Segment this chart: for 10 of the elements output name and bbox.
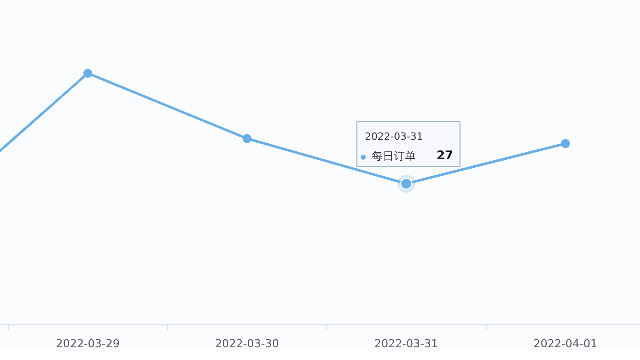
point (242, 134, 252, 144)
annotation: 2022-03-31 (365, 132, 424, 143)
x-tick-label: 2022-03-31 (374, 338, 438, 350)
x-tick-label: 2022-04-01 (534, 338, 598, 350)
point (84, 69, 93, 78)
annotation: 27 (436, 148, 454, 162)
legend-label: 每日订单 (372, 149, 416, 164)
point (561, 139, 570, 148)
x-tick-label: 2022-03-29 (56, 338, 120, 350)
x-tick-label: 2022-03-30 (215, 338, 280, 350)
